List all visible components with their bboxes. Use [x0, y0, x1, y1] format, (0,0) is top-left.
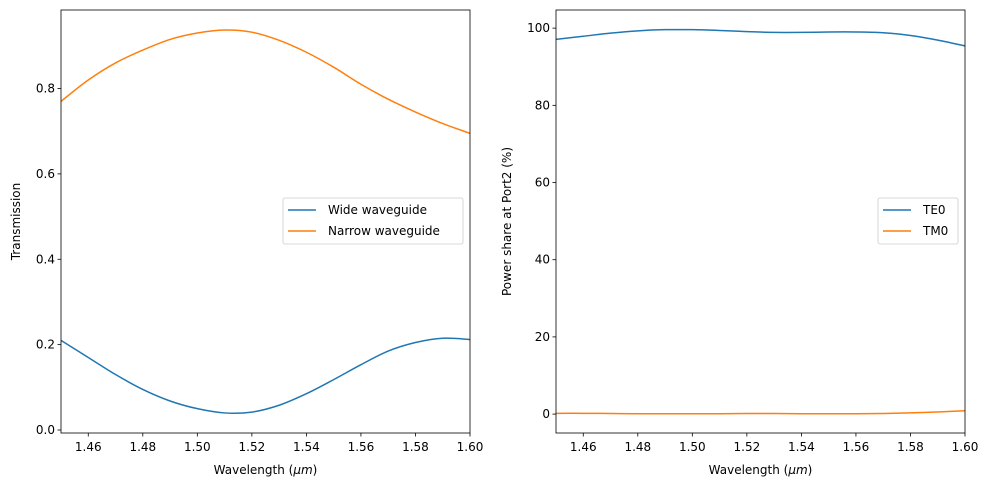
x-tick-label: 1.50 [184, 440, 211, 454]
y-tick-label: 60 [535, 176, 550, 190]
series-line-te0 [556, 28, 965, 47]
x-tick-label: 1.60 [952, 440, 979, 454]
legend-label: Wide waveguide [328, 203, 427, 217]
x-tick-label: 1.52 [734, 440, 761, 454]
x-axis-label: Wavelength (μm) [214, 463, 318, 477]
x-tick-label: 1.46 [570, 440, 597, 454]
x-tick-label: 1.54 [788, 440, 815, 454]
x-tick-label: 1.58 [897, 440, 924, 454]
y-tick-label: 40 [535, 253, 550, 267]
y-tick-label: 20 [535, 330, 550, 344]
legend-box [282, 197, 464, 245]
y-tick-label: 0 [542, 407, 550, 421]
y-tick-label: 0.4 [36, 252, 55, 266]
x-tick-label: 1.48 [129, 440, 156, 454]
subplot-1: 1.46 1.48 1.50 1.52 1.54 1.56 1.58 1.60 0.0 0.2 0.… [9, 9, 484, 477]
y-tick-label: 100 [527, 21, 550, 35]
x-tick-label: 1.56 [348, 440, 375, 454]
y-tick-label: 0.2 [36, 338, 55, 352]
series-line-narrow-waveguide [61, 29, 470, 135]
x-tick-label: 1.50 [679, 440, 706, 454]
subplot-2: 1.46 1.48 1.50 1.52 1.54 1.56 1.58 1.60 0 20 40 60 8… [500, 9, 979, 477]
legend-label: TM0 [922, 224, 948, 238]
y-tick-label: 0.0 [36, 423, 55, 437]
x-tick-label: 1.54 [293, 440, 320, 454]
series-line-wide-waveguide [61, 337, 470, 415]
legend: Wide waveguide Narrow waveguide [282, 197, 464, 245]
y-axis-label: Power share at Port2 (%) [500, 147, 514, 296]
series-line-tm0 [556, 410, 965, 415]
y-axis-label: Transmission [9, 183, 23, 262]
axes-frame [60, 9, 471, 434]
x-axis-label: Wavelength (μm) [709, 463, 813, 477]
legend-label: Narrow waveguide [328, 224, 440, 238]
x-tick-label: 1.58 [402, 440, 429, 454]
y-tick-label: 0.8 [36, 82, 55, 96]
x-tick-label: 1.52 [239, 440, 266, 454]
axes-frame [555, 9, 966, 434]
x-tick-label: 1.56 [843, 440, 870, 454]
y-tick-label: 80 [535, 98, 550, 112]
x-tick-label: 1.60 [457, 440, 484, 454]
legend-label: TE0 [922, 203, 946, 217]
legend: TE0 TM0 [877, 197, 959, 245]
y-tick-label: 0.6 [36, 167, 55, 181]
x-tick-label: 1.46 [75, 440, 102, 454]
x-tick-label: 1.48 [624, 440, 651, 454]
